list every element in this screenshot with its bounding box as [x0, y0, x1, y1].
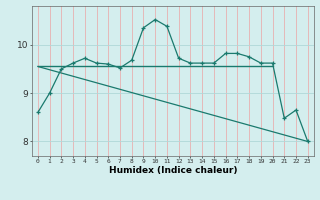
X-axis label: Humidex (Indice chaleur): Humidex (Indice chaleur)	[108, 166, 237, 175]
